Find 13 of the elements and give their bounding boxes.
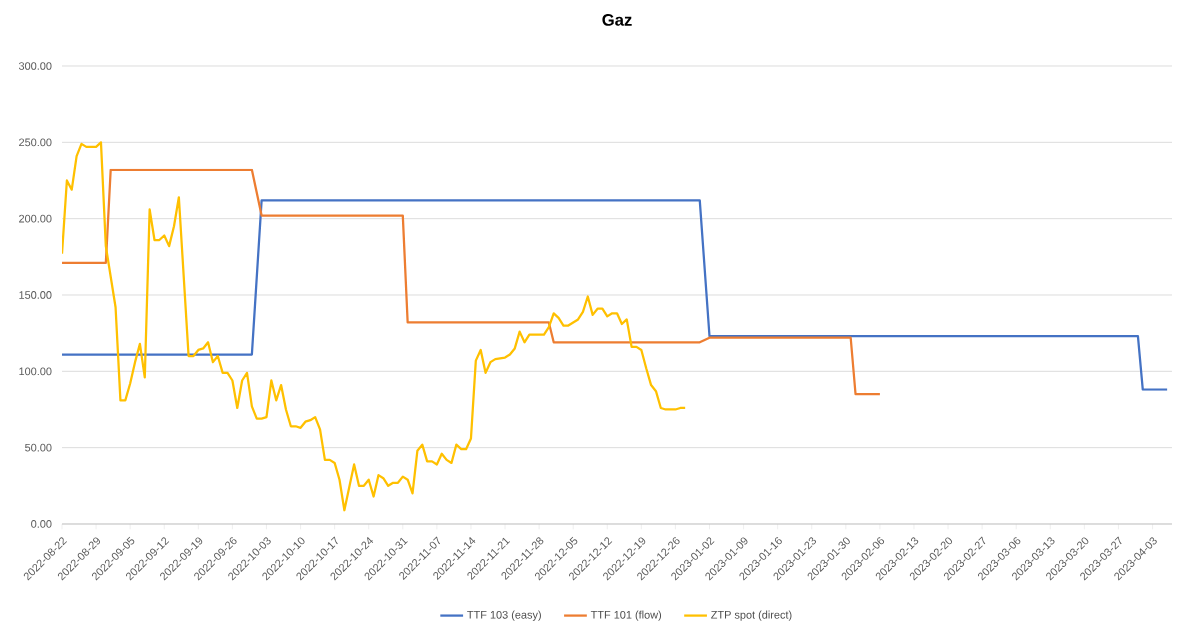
line-series [62,199,1169,391]
y-tick-label: 100.00 [19,367,52,376]
legend-label: TTF 103 (easy) [467,610,541,621]
legend-label: ZTP spot (direct) [711,610,792,621]
y-tick-label: 150.00 [19,291,52,299]
y-tick-label: 300.00 [18,62,52,70]
y-tick-label: 50.00 [25,443,52,452]
line-series [62,168,882,396]
y-tick-label: 250.00 [19,138,52,147]
chart-title: Gaz [602,14,632,26]
y-tick-label: 0.00 [31,520,52,528]
legend-label: TTF 101 (flow) [590,610,662,621]
y-tick-label: 200.00 [19,214,52,223]
